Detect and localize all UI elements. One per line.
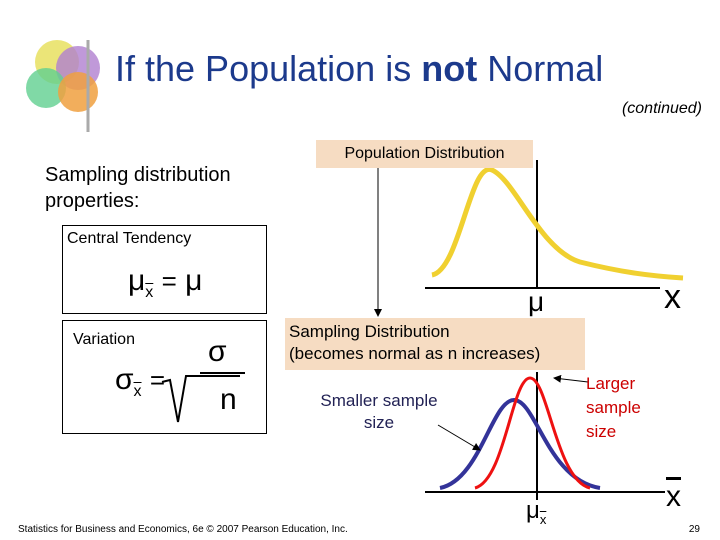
page-number: 29 xyxy=(688,524,700,535)
central-box: Central Tendency μx = μ xyxy=(62,225,267,314)
sampling-mean: μx xyxy=(526,497,546,527)
title-emphasis: not xyxy=(421,48,478,89)
variation-box: Variation σx = σ n xyxy=(62,320,267,434)
symbol: μ xyxy=(128,264,146,297)
title-text: Normal xyxy=(487,48,604,89)
sampling-note: (becomes normal as n increases) xyxy=(289,344,541,363)
smaller-label: Smaller sample size xyxy=(320,391,438,432)
label: Central Tendency xyxy=(67,230,192,247)
population-mean: μ xyxy=(528,286,545,317)
numerator: σ xyxy=(208,335,227,368)
footer-source: Statistics for Business and Economics, 6… xyxy=(18,524,348,535)
subscript: x xyxy=(539,511,547,527)
population-label: Population Distribution xyxy=(316,140,533,168)
sampling-axis: x xyxy=(666,480,681,513)
population-axis: x xyxy=(664,278,681,316)
equals: = xyxy=(161,266,177,296)
denominator: n xyxy=(220,383,237,416)
rhs: μ xyxy=(185,264,203,297)
heading: Sampling distribution properties: xyxy=(45,164,231,212)
subscript: x xyxy=(145,284,154,301)
symbol: μ xyxy=(526,497,540,524)
larger-label: Larger sample size xyxy=(586,374,641,441)
label: Variation xyxy=(73,331,135,348)
title: If the Population is not Normal xyxy=(115,48,603,90)
equals: = xyxy=(149,365,166,395)
sampling-box: Sampling Distribution (becomes normal as… xyxy=(285,318,585,370)
subscript: x xyxy=(133,383,142,400)
title-text: If the Population is xyxy=(115,48,412,89)
subtitle: (continued) xyxy=(621,100,702,117)
formula-lhs: σx = xyxy=(115,363,165,401)
formula: μx = μ xyxy=(128,264,202,302)
sampling-label: Sampling Distribution xyxy=(289,322,450,341)
symbol: σ xyxy=(115,363,134,396)
